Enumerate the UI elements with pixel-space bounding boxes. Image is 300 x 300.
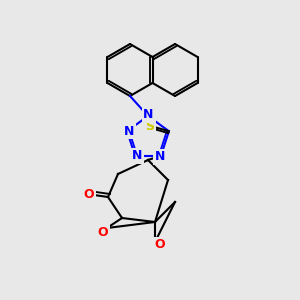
Text: N: N bbox=[155, 150, 165, 163]
Text: N: N bbox=[143, 109, 153, 122]
Text: O: O bbox=[84, 188, 94, 202]
Text: O: O bbox=[98, 226, 108, 238]
Text: O: O bbox=[155, 238, 165, 251]
Text: N: N bbox=[132, 149, 142, 162]
Text: N: N bbox=[124, 125, 134, 138]
Text: S: S bbox=[146, 120, 154, 133]
